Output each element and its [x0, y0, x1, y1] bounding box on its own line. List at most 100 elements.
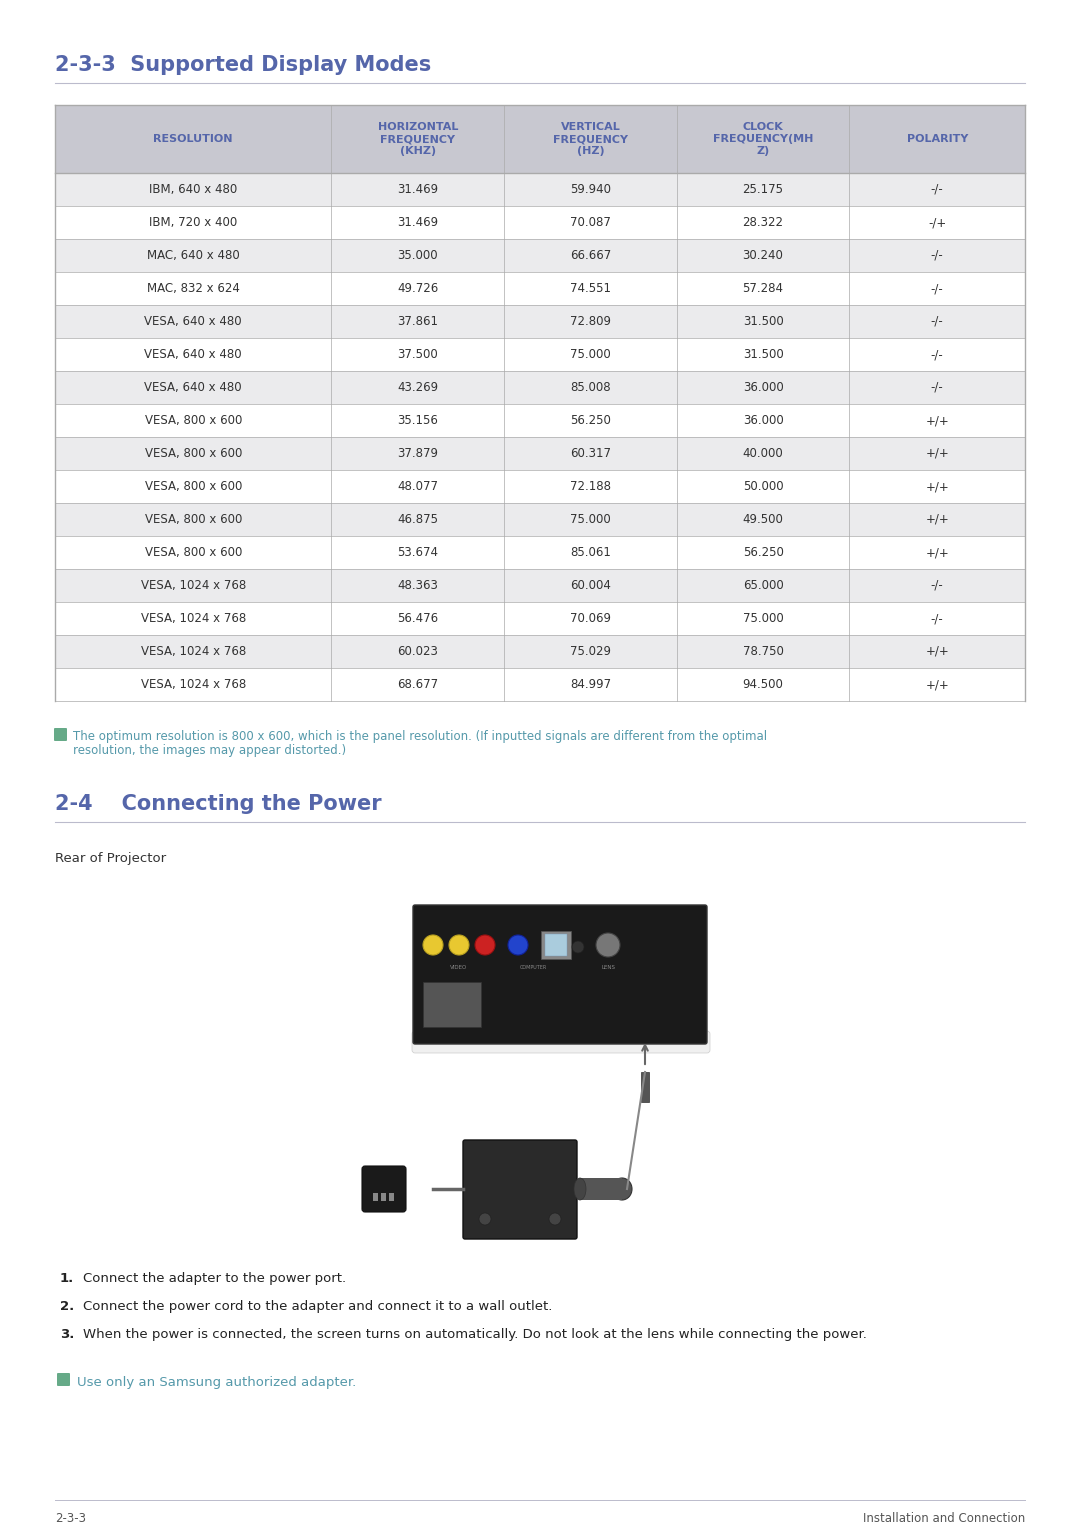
- Bar: [545, 935, 567, 956]
- Text: 1.: 1.: [60, 1272, 75, 1286]
- FancyBboxPatch shape: [463, 1141, 577, 1238]
- Bar: [55, 105, 1025, 173]
- Text: 28.322: 28.322: [743, 215, 784, 229]
- Text: -/+: -/+: [928, 215, 946, 229]
- Text: 31.469: 31.469: [397, 183, 438, 195]
- Text: +/+: +/+: [926, 678, 949, 692]
- Bar: [55, 371, 1025, 405]
- Text: VIDEO: VIDEO: [450, 965, 468, 970]
- Bar: [55, 305, 1025, 337]
- Text: -/-: -/-: [931, 282, 944, 295]
- Bar: [580, 1177, 622, 1200]
- Text: 49.726: 49.726: [397, 282, 438, 295]
- Text: +/+: +/+: [926, 479, 949, 493]
- FancyBboxPatch shape: [413, 906, 707, 1044]
- Text: +/+: +/+: [926, 513, 949, 525]
- Text: 37.879: 37.879: [397, 447, 438, 460]
- Text: 50.000: 50.000: [743, 479, 783, 493]
- Text: 57.284: 57.284: [743, 282, 784, 295]
- Text: The optimum resolution is 800 x 600, which is the panel resolution. (If inputted: The optimum resolution is 800 x 600, whi…: [73, 730, 767, 744]
- Text: 56.250: 56.250: [743, 547, 783, 559]
- Bar: [55, 635, 1025, 667]
- Circle shape: [480, 1212, 491, 1225]
- Text: +/+: +/+: [926, 414, 949, 428]
- Text: 70.069: 70.069: [570, 612, 611, 625]
- Text: 36.000: 36.000: [743, 414, 783, 428]
- Text: -/-: -/-: [931, 249, 944, 263]
- Text: 2-4    Connecting the Power: 2-4 Connecting the Power: [55, 794, 381, 814]
- Text: 68.677: 68.677: [397, 678, 438, 692]
- Text: VESA, 800 x 600: VESA, 800 x 600: [145, 447, 242, 460]
- Text: +/+: +/+: [926, 447, 949, 460]
- Text: HORIZONTAL
FREQUENCY
(KHZ): HORIZONTAL FREQUENCY (KHZ): [378, 122, 458, 156]
- Text: -/-: -/-: [931, 579, 944, 592]
- Text: VESA, 640 x 480: VESA, 640 x 480: [145, 315, 242, 328]
- Bar: [55, 240, 1025, 272]
- Bar: [55, 437, 1025, 470]
- Text: 43.269: 43.269: [397, 382, 438, 394]
- Bar: [55, 405, 1025, 437]
- Text: 84.997: 84.997: [570, 678, 611, 692]
- Text: VESA, 800 x 600: VESA, 800 x 600: [145, 547, 242, 559]
- Bar: [389, 1193, 394, 1202]
- Circle shape: [475, 935, 495, 954]
- Bar: [55, 470, 1025, 502]
- Text: VESA, 800 x 600: VESA, 800 x 600: [145, 513, 242, 525]
- Text: VESA, 1024 x 768: VESA, 1024 x 768: [140, 612, 246, 625]
- Text: RESOLUTION: RESOLUTION: [153, 134, 233, 144]
- Text: 60.004: 60.004: [570, 579, 611, 592]
- Text: 72.188: 72.188: [570, 479, 611, 493]
- Text: LENS: LENS: [600, 965, 615, 970]
- Text: VESA, 800 x 600: VESA, 800 x 600: [145, 414, 242, 428]
- Circle shape: [508, 935, 528, 954]
- Text: When the power is connected, the screen turns on automatically. Do not look at t: When the power is connected, the screen …: [83, 1328, 867, 1341]
- Text: 36.000: 36.000: [743, 382, 783, 394]
- Text: VESA, 640 x 480: VESA, 640 x 480: [145, 382, 242, 394]
- Text: IBM, 640 x 480: IBM, 640 x 480: [149, 183, 238, 195]
- Bar: [55, 206, 1025, 240]
- Circle shape: [549, 1212, 561, 1225]
- Text: 74.551: 74.551: [570, 282, 611, 295]
- Text: Connect the power cord to the adapter and connect it to a wall outlet.: Connect the power cord to the adapter an…: [83, 1299, 552, 1313]
- Text: VESA, 1024 x 768: VESA, 1024 x 768: [140, 644, 246, 658]
- Text: 60.317: 60.317: [570, 447, 611, 460]
- Text: 37.500: 37.500: [397, 348, 438, 360]
- Text: 70.087: 70.087: [570, 215, 611, 229]
- Text: 75.029: 75.029: [570, 644, 611, 658]
- Text: Installation and Connection: Installation and Connection: [863, 1512, 1025, 1525]
- Text: COMPUTER: COMPUTER: [519, 965, 546, 970]
- FancyBboxPatch shape: [411, 1031, 710, 1054]
- Text: VESA, 640 x 480: VESA, 640 x 480: [145, 348, 242, 360]
- Text: +/+: +/+: [926, 547, 949, 559]
- Text: 25.175: 25.175: [743, 183, 784, 195]
- Text: MAC, 832 x 624: MAC, 832 x 624: [147, 282, 240, 295]
- Text: -/-: -/-: [931, 183, 944, 195]
- Text: 49.500: 49.500: [743, 513, 783, 525]
- Bar: [373, 1193, 378, 1202]
- Text: 35.000: 35.000: [397, 249, 438, 263]
- Bar: [55, 667, 1025, 701]
- Bar: [642, 1072, 649, 1102]
- Text: POLARITY: POLARITY: [906, 134, 968, 144]
- FancyBboxPatch shape: [54, 728, 67, 741]
- Text: 85.008: 85.008: [570, 382, 611, 394]
- FancyBboxPatch shape: [362, 1167, 406, 1212]
- Text: 53.674: 53.674: [397, 547, 438, 559]
- Text: 31.469: 31.469: [397, 215, 438, 229]
- Ellipse shape: [573, 1177, 586, 1200]
- Text: 66.667: 66.667: [570, 249, 611, 263]
- Text: 46.875: 46.875: [397, 513, 438, 525]
- Text: 94.500: 94.500: [743, 678, 783, 692]
- Text: +/+: +/+: [926, 644, 949, 658]
- Circle shape: [596, 933, 620, 957]
- Circle shape: [423, 935, 443, 954]
- Text: 37.861: 37.861: [397, 315, 438, 328]
- Text: -/-: -/-: [931, 348, 944, 360]
- FancyBboxPatch shape: [57, 1373, 70, 1387]
- Bar: [381, 1193, 386, 1202]
- Text: 59.940: 59.940: [570, 183, 611, 195]
- Text: 65.000: 65.000: [743, 579, 783, 592]
- Text: 40.000: 40.000: [743, 447, 783, 460]
- Bar: [55, 502, 1025, 536]
- Text: 31.500: 31.500: [743, 315, 783, 328]
